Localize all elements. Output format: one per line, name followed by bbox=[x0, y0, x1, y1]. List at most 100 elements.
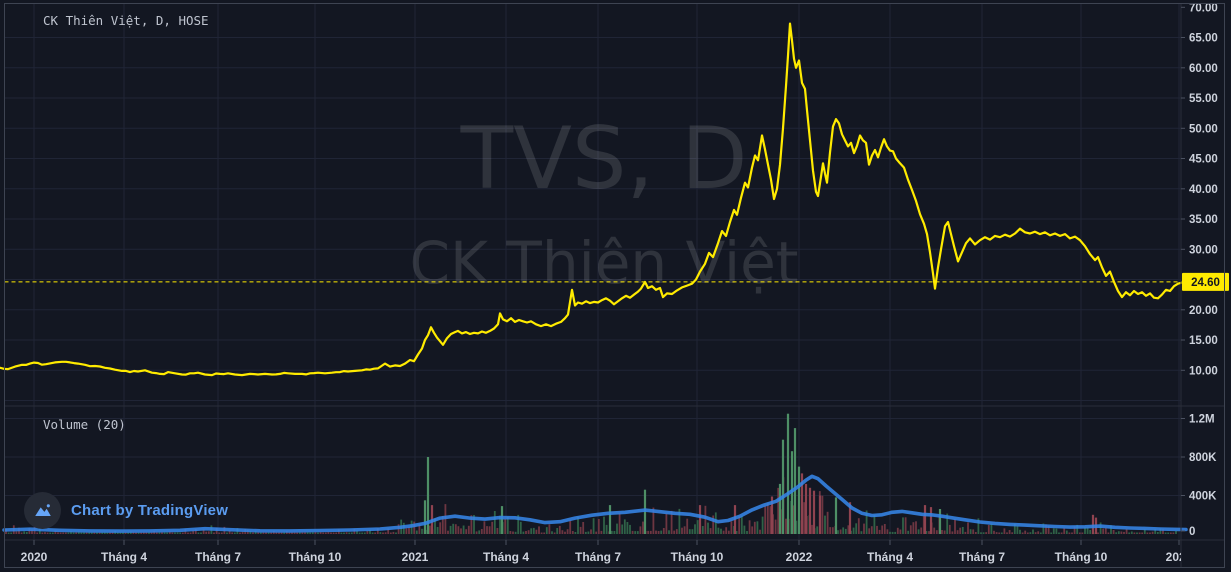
volume-bar bbox=[808, 487, 812, 534]
volume-bar bbox=[150, 532, 153, 534]
volume-bar bbox=[803, 502, 806, 534]
volume-bar bbox=[213, 532, 215, 534]
volume-bar bbox=[743, 525, 746, 534]
volume-bar bbox=[171, 532, 174, 534]
volume-bar bbox=[831, 527, 834, 534]
tradingview-attribution-link[interactable]: Chart by TradingView bbox=[24, 492, 228, 529]
symbol-legend[interactable]: CK Thiên Việt, D, HOSE bbox=[43, 13, 209, 28]
volume-bar bbox=[1011, 532, 1014, 534]
volume-bar bbox=[31, 529, 33, 534]
volume-bar bbox=[714, 512, 717, 534]
volume-bar bbox=[670, 510, 673, 534]
volume-bar bbox=[922, 515, 925, 534]
volume-bar bbox=[592, 518, 595, 534]
volume-bar bbox=[1151, 531, 1154, 534]
volume-bar bbox=[447, 530, 449, 534]
volume-bar bbox=[600, 530, 603, 534]
volume-bar bbox=[574, 532, 577, 534]
volume-bar bbox=[1110, 525, 1112, 534]
volume-bar bbox=[119, 532, 122, 534]
volume-bar bbox=[923, 505, 927, 534]
volume-bar bbox=[330, 532, 332, 534]
volume-bar bbox=[889, 531, 891, 534]
volume-bar bbox=[951, 531, 954, 534]
volume-bar bbox=[722, 530, 725, 534]
price-axis-label: 10.00 bbox=[1189, 365, 1218, 377]
volume-bar bbox=[10, 532, 13, 534]
volume-bar bbox=[1050, 532, 1053, 534]
volume-bar bbox=[301, 532, 304, 534]
volume-bar bbox=[249, 530, 252, 534]
volume-bar bbox=[408, 527, 410, 534]
volume-bar bbox=[655, 530, 657, 534]
volume-bar bbox=[904, 517, 907, 534]
volume-bar bbox=[296, 532, 299, 534]
volume-bar bbox=[233, 532, 236, 534]
volume-bar bbox=[1104, 528, 1107, 534]
chart-canvas[interactable] bbox=[0, 3, 1181, 540]
volume-bar bbox=[506, 517, 509, 534]
volume-bar bbox=[356, 530, 358, 534]
volume-bar bbox=[972, 529, 975, 534]
volume-bar bbox=[75, 532, 78, 534]
volume-bar bbox=[704, 505, 707, 534]
volume-bar bbox=[616, 523, 618, 534]
volume-bar bbox=[441, 515, 444, 534]
volume-bar bbox=[205, 531, 208, 534]
volume-axis-label: 800K bbox=[1189, 452, 1217, 464]
volume-bar bbox=[811, 524, 813, 534]
volume-bar bbox=[1164, 532, 1167, 534]
volume-bar bbox=[49, 532, 52, 534]
volume-bar bbox=[1081, 532, 1084, 534]
volume-bar bbox=[1149, 532, 1151, 534]
volume-bar bbox=[158, 532, 161, 534]
volume-bar bbox=[480, 529, 483, 534]
volume-bar bbox=[384, 532, 387, 534]
volume-bar bbox=[387, 528, 390, 534]
volume-bar bbox=[720, 528, 722, 534]
volume-bar bbox=[688, 529, 691, 534]
tradingview-logo-icon[interactable] bbox=[24, 492, 61, 529]
volume-bar bbox=[226, 532, 228, 534]
volume-bar bbox=[283, 532, 286, 534]
watermark-symbol: TVS, D bbox=[460, 109, 748, 209]
volume-bar bbox=[1008, 530, 1011, 534]
volume-bar bbox=[309, 532, 312, 534]
time-axis-label: Tháng 4 bbox=[867, 550, 913, 564]
volume-bar bbox=[551, 531, 553, 534]
volume-bar bbox=[462, 525, 465, 534]
time-axis-labels: 2020 Tháng 4 Tháng 7 Tháng 10 2021 Tháng 4 Thá… bbox=[21, 550, 1181, 564]
volume-bar bbox=[415, 530, 418, 534]
volume-bar bbox=[179, 532, 182, 534]
attribution-label[interactable]: Chart by TradingView bbox=[71, 502, 229, 519]
volume-bar bbox=[691, 529, 694, 534]
volume-bar bbox=[985, 532, 988, 534]
volume-bar bbox=[535, 529, 538, 534]
volume-bar bbox=[1154, 529, 1157, 534]
volume-bar bbox=[265, 532, 267, 534]
price-axis[interactable] bbox=[1181, 3, 1229, 540]
volume-bar bbox=[778, 483, 782, 534]
volume-bar bbox=[478, 530, 481, 534]
volume-bar bbox=[774, 519, 777, 534]
volume-bar bbox=[327, 531, 330, 534]
volume-bar bbox=[902, 517, 904, 534]
volume-bar bbox=[421, 528, 423, 534]
volume-bar bbox=[363, 532, 366, 534]
volume-bar bbox=[519, 521, 522, 534]
volume-bar bbox=[504, 519, 507, 534]
volume-bar bbox=[90, 532, 93, 534]
time-axis[interactable] bbox=[0, 540, 1229, 570]
volume-bar bbox=[543, 532, 546, 534]
volume-bar bbox=[1078, 532, 1081, 534]
price-axis-label: 55.00 bbox=[1189, 93, 1218, 105]
volume-bar bbox=[941, 530, 943, 534]
volume-bar bbox=[579, 526, 582, 534]
volume-bar bbox=[883, 524, 886, 534]
volume-bar bbox=[694, 524, 696, 534]
volume-bar bbox=[67, 532, 70, 534]
volume-bar bbox=[605, 524, 608, 534]
volume-bar bbox=[1112, 530, 1115, 534]
volume-bar bbox=[538, 526, 540, 534]
volume-bar bbox=[522, 531, 525, 534]
